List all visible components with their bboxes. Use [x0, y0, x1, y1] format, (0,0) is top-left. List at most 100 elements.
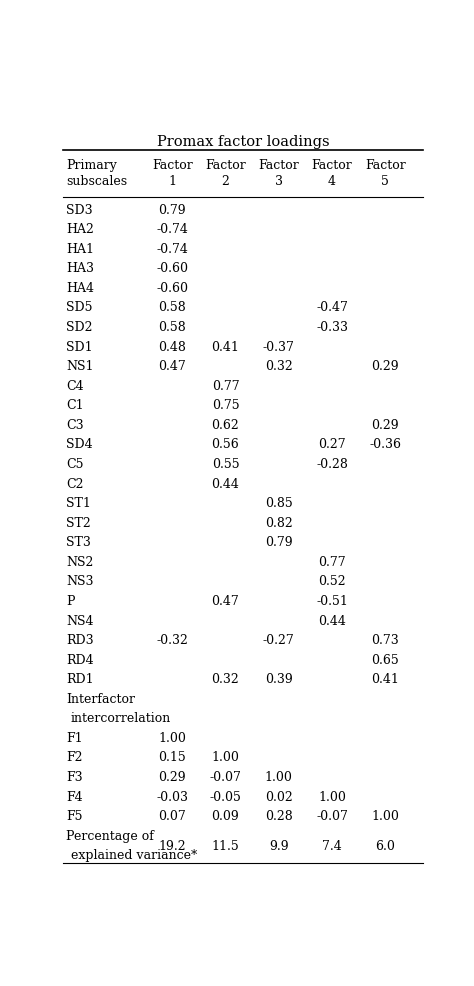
Text: RD3: RD3	[66, 634, 93, 647]
Text: -0.47: -0.47	[316, 302, 348, 315]
Text: F1: F1	[66, 732, 82, 744]
Text: 0.48: 0.48	[158, 340, 186, 354]
Text: 1.00: 1.00	[318, 791, 346, 804]
Text: 6.0: 6.0	[375, 839, 395, 853]
Text: RD1: RD1	[66, 673, 93, 686]
Text: 0.09: 0.09	[211, 810, 239, 823]
Text: Promax factor loadings: Promax factor loadings	[156, 135, 329, 149]
Text: SD1: SD1	[66, 340, 92, 354]
Text: 0.47: 0.47	[158, 360, 186, 373]
Text: Factor: Factor	[258, 160, 299, 173]
Text: HA2: HA2	[66, 223, 94, 237]
Text: C5: C5	[66, 458, 83, 471]
Text: -0.07: -0.07	[316, 810, 348, 823]
Text: SD5: SD5	[66, 302, 92, 315]
Text: NS1: NS1	[66, 360, 93, 373]
Text: 0.41: 0.41	[371, 673, 399, 686]
Text: -0.05: -0.05	[210, 791, 241, 804]
Text: RD4: RD4	[66, 654, 93, 667]
Text: 0.79: 0.79	[158, 203, 186, 217]
Text: SD4: SD4	[66, 439, 92, 452]
Text: 3: 3	[275, 176, 283, 188]
Text: 0.28: 0.28	[265, 810, 292, 823]
Text: -0.07: -0.07	[210, 771, 241, 784]
Text: SD3: SD3	[66, 203, 92, 217]
Text: explained variance*: explained variance*	[71, 849, 197, 863]
Text: SD2: SD2	[66, 321, 92, 334]
Text: 0.73: 0.73	[372, 634, 399, 647]
Text: 0.39: 0.39	[265, 673, 292, 686]
Text: Factor: Factor	[205, 160, 246, 173]
Text: ST3: ST3	[66, 536, 91, 549]
Text: ST2: ST2	[66, 517, 91, 529]
Text: HA1: HA1	[66, 243, 94, 255]
Text: -0.60: -0.60	[156, 262, 188, 275]
Text: -0.28: -0.28	[316, 458, 348, 471]
Text: C3: C3	[66, 419, 83, 432]
Text: Interfactor: Interfactor	[66, 693, 135, 706]
Text: 0.85: 0.85	[265, 497, 292, 510]
Text: -0.27: -0.27	[263, 634, 295, 647]
Text: 19.2: 19.2	[158, 839, 186, 853]
Text: 0.44: 0.44	[211, 477, 239, 491]
Text: 5: 5	[382, 176, 389, 188]
Text: intercorrelation: intercorrelation	[71, 712, 171, 726]
Text: 0.55: 0.55	[212, 458, 239, 471]
Text: 0.77: 0.77	[318, 556, 346, 569]
Text: C4: C4	[66, 380, 83, 392]
Text: ST1: ST1	[66, 497, 91, 510]
Text: subscales: subscales	[66, 176, 127, 188]
Text: Percentage of: Percentage of	[66, 830, 154, 843]
Text: HA3: HA3	[66, 262, 94, 275]
Text: C1: C1	[66, 399, 83, 412]
Text: 4: 4	[328, 176, 336, 188]
Text: NS2: NS2	[66, 556, 93, 569]
Text: 0.32: 0.32	[211, 673, 239, 686]
Text: -0.33: -0.33	[316, 321, 348, 334]
Text: 0.75: 0.75	[212, 399, 239, 412]
Text: 1: 1	[168, 176, 176, 188]
Text: HA4: HA4	[66, 282, 94, 295]
Text: -0.51: -0.51	[316, 595, 348, 608]
Text: 1.00: 1.00	[371, 810, 399, 823]
Text: 0.58: 0.58	[158, 302, 186, 315]
Text: P: P	[66, 595, 74, 608]
Text: 0.52: 0.52	[318, 576, 346, 589]
Text: 1.00: 1.00	[211, 751, 239, 764]
Text: -0.03: -0.03	[156, 791, 188, 804]
Text: 0.15: 0.15	[158, 751, 186, 764]
Text: 2: 2	[221, 176, 229, 188]
Text: -0.60: -0.60	[156, 282, 188, 295]
Text: Factor: Factor	[311, 160, 352, 173]
Text: -0.74: -0.74	[156, 223, 188, 237]
Text: 0.07: 0.07	[158, 810, 186, 823]
Text: 0.41: 0.41	[211, 340, 239, 354]
Text: Factor: Factor	[152, 160, 192, 173]
Text: 0.82: 0.82	[265, 517, 292, 529]
Text: 0.29: 0.29	[158, 771, 186, 784]
Text: 0.56: 0.56	[211, 439, 239, 452]
Text: 0.79: 0.79	[265, 536, 292, 549]
Text: 0.58: 0.58	[158, 321, 186, 334]
Text: Factor: Factor	[365, 160, 406, 173]
Text: F5: F5	[66, 810, 82, 823]
Text: F2: F2	[66, 751, 82, 764]
Text: 0.29: 0.29	[372, 419, 399, 432]
Text: 0.32: 0.32	[265, 360, 292, 373]
Text: 11.5: 11.5	[211, 839, 239, 853]
Text: 0.29: 0.29	[372, 360, 399, 373]
Text: 1.00: 1.00	[265, 771, 292, 784]
Text: 0.47: 0.47	[211, 595, 239, 608]
Text: Primary: Primary	[66, 160, 117, 173]
Text: -0.36: -0.36	[369, 439, 401, 452]
Text: 0.27: 0.27	[318, 439, 346, 452]
Text: NS4: NS4	[66, 614, 93, 627]
Text: -0.37: -0.37	[263, 340, 295, 354]
Text: 7.4: 7.4	[322, 839, 342, 853]
Text: 0.77: 0.77	[212, 380, 239, 392]
Text: 0.65: 0.65	[372, 654, 399, 667]
Text: 0.02: 0.02	[265, 791, 292, 804]
Text: F3: F3	[66, 771, 82, 784]
Text: C2: C2	[66, 477, 83, 491]
Text: 0.44: 0.44	[318, 614, 346, 627]
